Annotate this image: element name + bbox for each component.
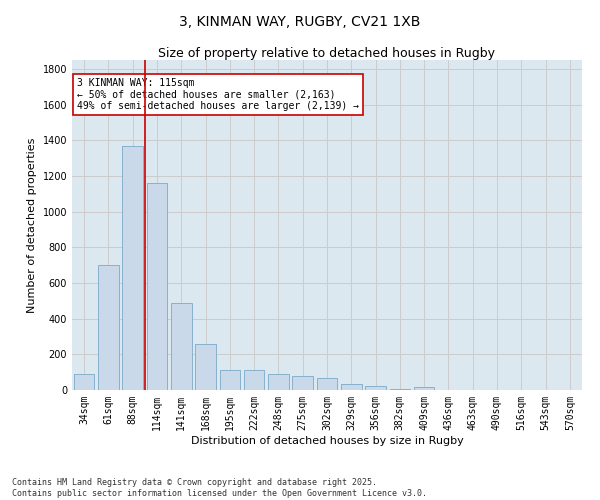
Bar: [220, 370, 240, 390]
Bar: [365, 386, 386, 390]
Text: 3, KINMAN WAY, RUGBY, CV21 1XB: 3, KINMAN WAY, RUGBY, CV21 1XB: [179, 15, 421, 29]
Bar: [389, 389, 410, 390]
Bar: [98, 265, 119, 390]
Bar: [292, 376, 313, 390]
Bar: [74, 374, 94, 390]
Bar: [122, 146, 143, 390]
X-axis label: Distribution of detached houses by size in Rugby: Distribution of detached houses by size …: [191, 436, 463, 446]
Bar: [195, 344, 216, 390]
Bar: [341, 384, 362, 390]
Title: Size of property relative to detached houses in Rugby: Size of property relative to detached ho…: [158, 47, 496, 60]
Bar: [414, 388, 434, 390]
Bar: [146, 183, 167, 390]
Bar: [244, 370, 265, 390]
Text: Contains HM Land Registry data © Crown copyright and database right 2025.
Contai: Contains HM Land Registry data © Crown c…: [12, 478, 427, 498]
Y-axis label: Number of detached properties: Number of detached properties: [27, 138, 37, 312]
Bar: [268, 374, 289, 390]
Text: 3 KINMAN WAY: 115sqm
← 50% of detached houses are smaller (2,163)
49% of semi-de: 3 KINMAN WAY: 115sqm ← 50% of detached h…: [77, 78, 359, 112]
Bar: [171, 302, 191, 390]
Bar: [317, 378, 337, 390]
